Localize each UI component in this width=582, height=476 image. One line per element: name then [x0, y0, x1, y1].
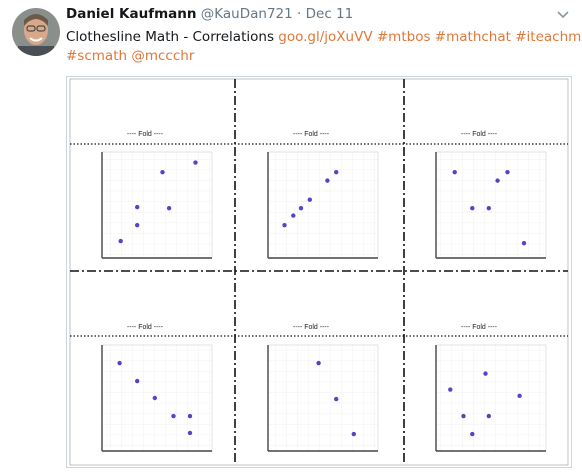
point [521, 240, 527, 246]
point [171, 413, 176, 419]
point [448, 387, 453, 392]
point [495, 178, 500, 183]
point [193, 160, 198, 165]
plot-grid [435, 151, 547, 259]
point [135, 222, 140, 228]
point [135, 204, 140, 210]
plot-grid [267, 344, 379, 452]
point [118, 238, 123, 244]
tweet-text: Clothesline Math - Correlations goo.gl/j… [66, 28, 582, 66]
point [291, 213, 296, 218]
cut-lines [70, 79, 568, 465]
point [351, 431, 356, 437]
author-name[interactable]: Daniel Kaufmann [66, 6, 197, 22]
menu-chevron[interactable] [556, 10, 570, 20]
point [187, 413, 193, 419]
point [461, 413, 466, 419]
hashtag[interactable]: #mathchat [434, 29, 511, 45]
point [486, 205, 491, 211]
point [483, 371, 488, 376]
point [470, 205, 475, 211]
point [517, 393, 522, 399]
point [187, 430, 193, 436]
point [117, 360, 122, 366]
plot-grid [101, 151, 213, 259]
plot-grid [435, 344, 547, 452]
point [505, 169, 510, 175]
hashtag[interactable]: #iteachmath [515, 29, 582, 45]
separator: · [297, 6, 302, 22]
point [166, 205, 172, 211]
fold-label: ---- Fold ---- [461, 131, 498, 138]
point [470, 431, 475, 437]
point [282, 222, 287, 228]
hashtag[interactable]: #mtbos [376, 29, 431, 45]
link[interactable]: goo.gl/joXuVV [278, 29, 373, 45]
handle[interactable]: @KauDan721 [200, 6, 293, 22]
avatar[interactable] [10, 6, 62, 58]
point [307, 197, 312, 202]
point [325, 178, 330, 183]
fold-label: ---- Fold ---- [127, 324, 164, 331]
point [334, 169, 339, 175]
fold-lines [70, 143, 568, 337]
fold-label: ---- Fold ---- [293, 324, 330, 331]
mention[interactable]: @mccchr [131, 48, 195, 64]
hashtag[interactable]: #scmath [66, 48, 128, 64]
point [152, 395, 157, 401]
fold-label: ---- Fold ---- [461, 324, 498, 331]
point [452, 169, 457, 175]
text: Clothesline Math - Correlations [66, 29, 274, 45]
point [135, 378, 140, 384]
tweet-header: Daniel Kaufmann @KauDan721 · Dec 11 [66, 6, 353, 22]
fold-label: ---- Fold ---- [293, 131, 330, 138]
point [334, 396, 339, 402]
point [298, 205, 304, 211]
point [486, 413, 491, 419]
fold-label: ---- Fold ---- [127, 131, 164, 138]
date[interactable]: Dec 11 [305, 6, 354, 22]
point [160, 169, 165, 175]
point [316, 360, 321, 366]
plot-grid [267, 151, 379, 259]
